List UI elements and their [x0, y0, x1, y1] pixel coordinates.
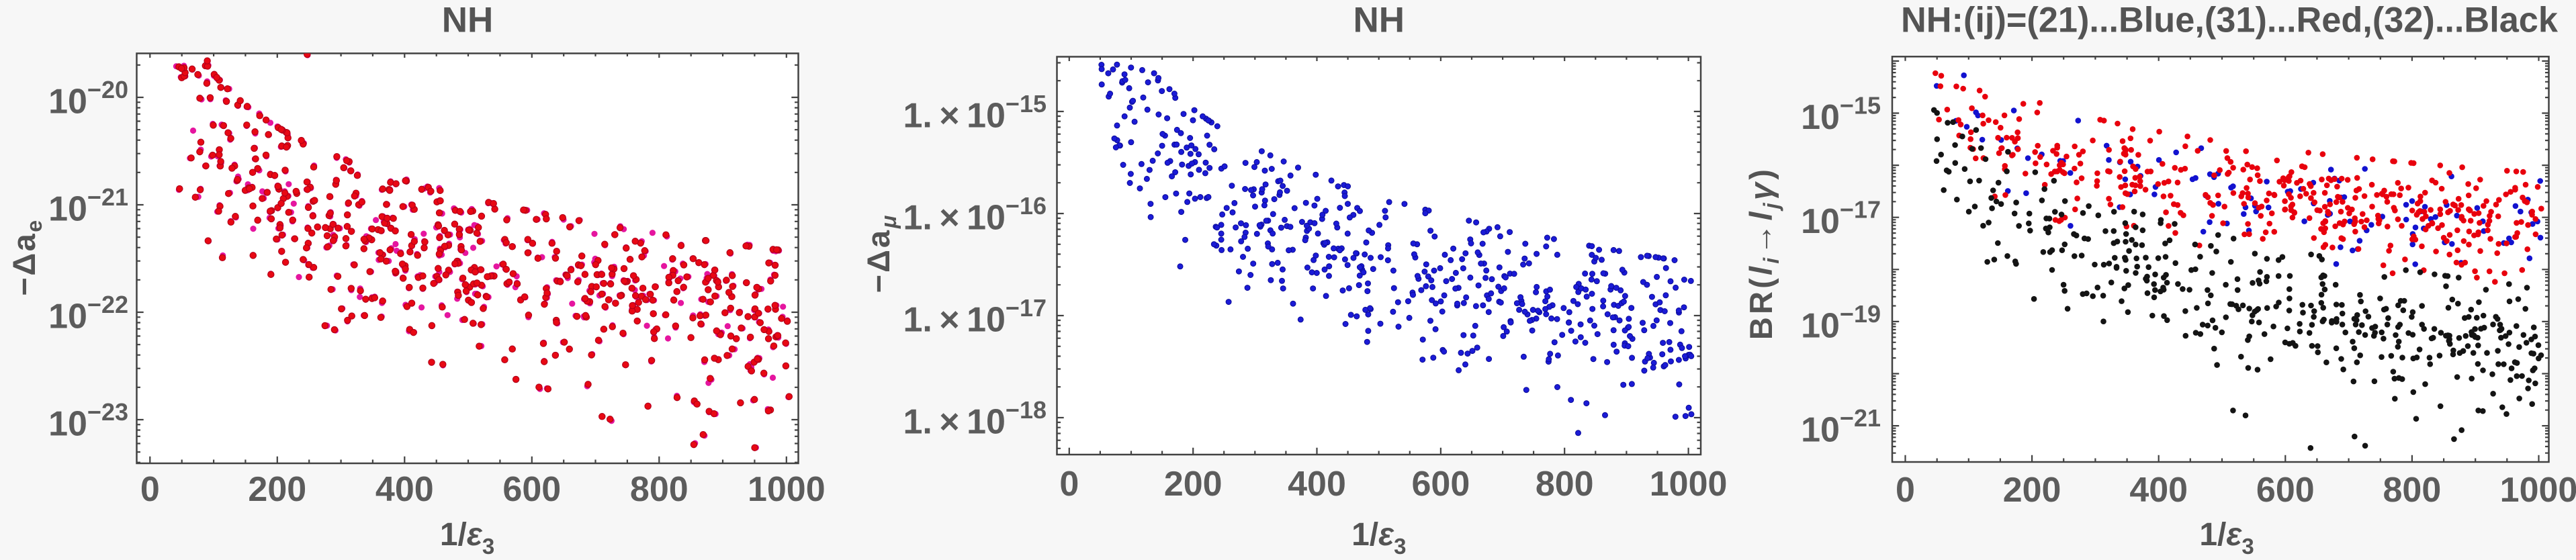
svg-text:NH: NH [1353, 1, 1405, 40]
svg-text:0: 0 [1896, 471, 1915, 510]
svg-text:1/ε3: 1/ε3 [440, 517, 494, 559]
svg-text:800: 800 [630, 470, 689, 509]
svg-text:200: 200 [1164, 465, 1223, 504]
svg-text:NH:(ij)=(21)...Blue,(31)...Red: NH:(ij)=(21)...Blue,(31)...Red,(32)...Bl… [1901, 1, 2559, 40]
svg-text:0: 0 [140, 470, 160, 509]
svg-text:NH: NH [442, 1, 494, 40]
svg-text:BR(li→ljγ): BR(li→ljγ) [1743, 167, 1783, 340]
svg-text:1000: 1000 [1650, 465, 1728, 504]
svg-text:0: 0 [1059, 465, 1079, 504]
svg-text:600: 600 [502, 470, 561, 509]
svg-text:200: 200 [248, 470, 306, 509]
svg-text:400: 400 [2129, 471, 2188, 510]
svg-text:400: 400 [1288, 465, 1346, 504]
svg-text:800: 800 [1536, 465, 1594, 504]
svg-text:600: 600 [1412, 465, 1470, 504]
svg-text:800: 800 [2383, 471, 2442, 510]
svg-text:1000: 1000 [748, 470, 826, 509]
svg-text:600: 600 [2256, 471, 2315, 510]
svg-text:1000: 1000 [2500, 471, 2576, 510]
svg-text:400: 400 [375, 470, 434, 509]
svg-text:1. × 10−18: 1. × 10−18 [903, 396, 1047, 442]
svg-text:200: 200 [2003, 471, 2061, 510]
